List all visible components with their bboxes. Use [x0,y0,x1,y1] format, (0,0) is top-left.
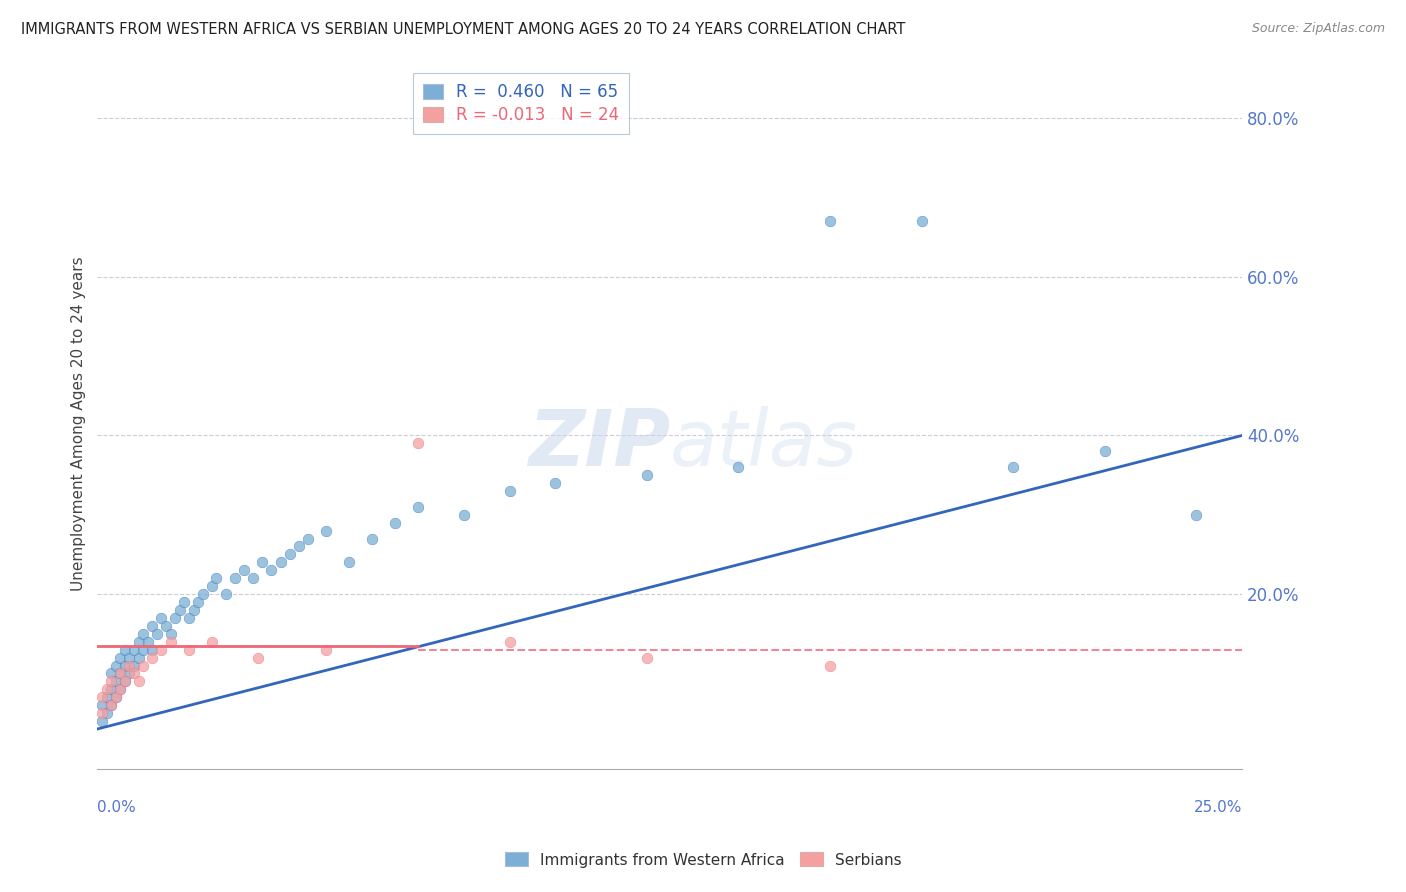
Point [128,674,150,689]
Point [250,555,273,569]
Point [110,666,132,681]
Y-axis label: Unemployment Among Ages 20 to 24 years: Unemployment Among Ages 20 to 24 years [72,256,86,591]
Point [90,706,112,720]
Point [498,634,520,648]
Point [118,658,141,673]
Point [201,634,224,648]
Point [214,587,236,601]
Point [384,516,406,530]
Point [114,674,136,689]
Point [187,595,209,609]
Point [173,595,195,609]
Point [150,611,173,625]
Point [96,690,118,705]
Point [100,698,122,713]
Point [1094,444,1116,458]
Point [224,571,246,585]
Point [96,706,118,720]
Text: IMMIGRANTS FROM WESTERN AFRICA VS SERBIAN UNEMPLOYMENT AMONG AGES 20 TO 24 YEARS: IMMIGRANTS FROM WESTERN AFRICA VS SERBIA… [21,22,905,37]
Point [110,682,132,697]
Point [155,619,177,633]
Point [453,508,475,522]
Text: 0.0%: 0.0% [97,800,136,814]
Text: ZIP: ZIP [527,406,669,483]
Point [278,548,301,562]
Point [205,571,228,585]
Point [636,650,658,665]
Point [818,214,841,228]
Point [122,642,145,657]
Point [242,571,264,585]
Point [406,436,429,450]
Point [337,555,360,569]
Point [114,642,136,657]
Point [122,666,145,681]
Point [110,682,132,697]
Point [104,690,127,705]
Point [141,642,163,657]
Point [246,650,269,665]
Point [141,619,163,633]
Point [169,603,191,617]
Point [110,650,132,665]
Point [96,682,118,697]
Text: atlas: atlas [669,406,858,483]
Point [128,634,150,648]
Point [104,658,127,673]
Point [1002,460,1025,475]
Point [201,579,224,593]
Point [141,650,163,665]
Point [315,524,337,538]
Point [636,468,658,483]
Point [128,650,150,665]
Point [727,460,749,475]
Point [159,634,181,648]
Point [159,627,181,641]
Point [498,483,520,498]
Point [122,658,145,673]
Point [90,698,112,713]
Point [104,674,127,689]
Point [132,658,155,673]
Point [544,476,567,491]
Point [191,587,214,601]
Point [177,642,200,657]
Point [315,642,337,657]
Point [132,642,155,657]
Point [177,611,200,625]
Point [361,532,384,546]
Point [104,690,127,705]
Point [100,698,122,713]
Point [232,563,254,577]
Point [100,682,122,697]
Point [118,650,141,665]
Point [165,611,187,625]
Point [100,674,122,689]
Point [110,666,132,681]
Legend: Immigrants from Western Africa, Serbians: Immigrants from Western Africa, Serbians [499,847,907,873]
Point [150,642,173,657]
Text: Source: ZipAtlas.com: Source: ZipAtlas.com [1251,22,1385,36]
Point [260,563,283,577]
Legend: R =  0.460   N = 65, R = -0.013   N = 24: R = 0.460 N = 65, R = -0.013 N = 24 [413,73,630,134]
Point [114,674,136,689]
Point [183,603,205,617]
Point [406,500,429,514]
Point [288,540,311,554]
Point [118,666,141,681]
Point [911,214,934,228]
Point [818,658,841,673]
Point [1185,508,1208,522]
Point [146,627,169,641]
Point [136,634,159,648]
Point [132,627,155,641]
Point [114,658,136,673]
Text: 25.0%: 25.0% [1194,800,1243,814]
Point [270,555,292,569]
Point [90,690,112,705]
Point [297,532,319,546]
Point [90,714,112,728]
Point [100,666,122,681]
